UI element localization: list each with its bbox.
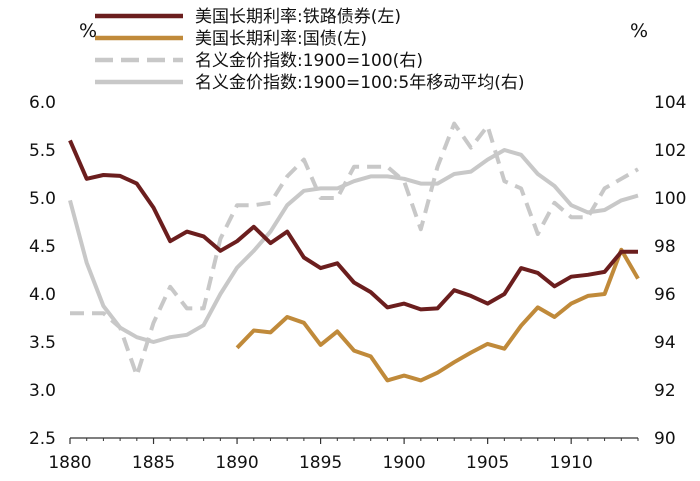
x-tick-label: 1880 (48, 453, 91, 473)
y-right-tick-label: 92 (654, 381, 676, 401)
y-right-tick-label: 94 (654, 333, 676, 353)
y-right-tick-label: 98 (654, 237, 676, 257)
y-left-tick-label: 4.0 (29, 285, 56, 305)
y-right-tick-label: 100 (654, 189, 686, 209)
axes: 1880 1885 1890 1895 1900 1905 1910 2.5 3.0 3.5 4.0… (29, 93, 687, 473)
series-line-0 (68, 139, 638, 312)
x-tick-label: 1890 (215, 453, 258, 473)
legend-label-1: 美国长期利率:国债(左) (195, 29, 367, 49)
legend-label-0: 美国长期利率:铁路债券(左) (195, 7, 401, 27)
y-right-tick-label: 102 (654, 141, 686, 161)
y-left-tick-label: 5.0 (29, 189, 56, 209)
y-right-unit: % (630, 20, 648, 42)
series-layer (68, 121, 640, 383)
y-left-unit: % (79, 20, 97, 42)
y-right-tick-label: 96 (654, 285, 676, 305)
y-left-tick-label: 3.5 (29, 333, 56, 353)
y-right-tick-label: 90 (654, 429, 676, 449)
y-left-tick-label: 4.5 (29, 237, 56, 257)
series-line-1 (235, 247, 640, 383)
legend-label-3: 名义金价指数:1900=100:5年移动平均(右) (195, 73, 525, 93)
legend-label-2: 名义金价指数:1900=100(右) (195, 51, 423, 71)
x-tick-label: 1895 (299, 453, 342, 473)
y-left-tick-label: 3.0 (29, 381, 56, 401)
x-tick-label: 1900 (382, 453, 425, 473)
series-line-3 (68, 148, 639, 344)
y-right-tick-label: 104 (654, 93, 686, 113)
y-left-tick-label: 6.0 (29, 93, 56, 113)
x-tick-label: 1905 (466, 453, 509, 473)
legend: 美国长期利率:铁路债券(左)美国长期利率:国债(左)名义金价指数:1900=10… (95, 7, 525, 93)
series-line-2 (70, 121, 639, 378)
y-left-tick-label: 2.5 (29, 429, 56, 449)
x-tick-label: 1910 (550, 453, 593, 473)
y-left-tick-label: 5.5 (29, 141, 56, 161)
x-tick-label: 1885 (132, 453, 175, 473)
